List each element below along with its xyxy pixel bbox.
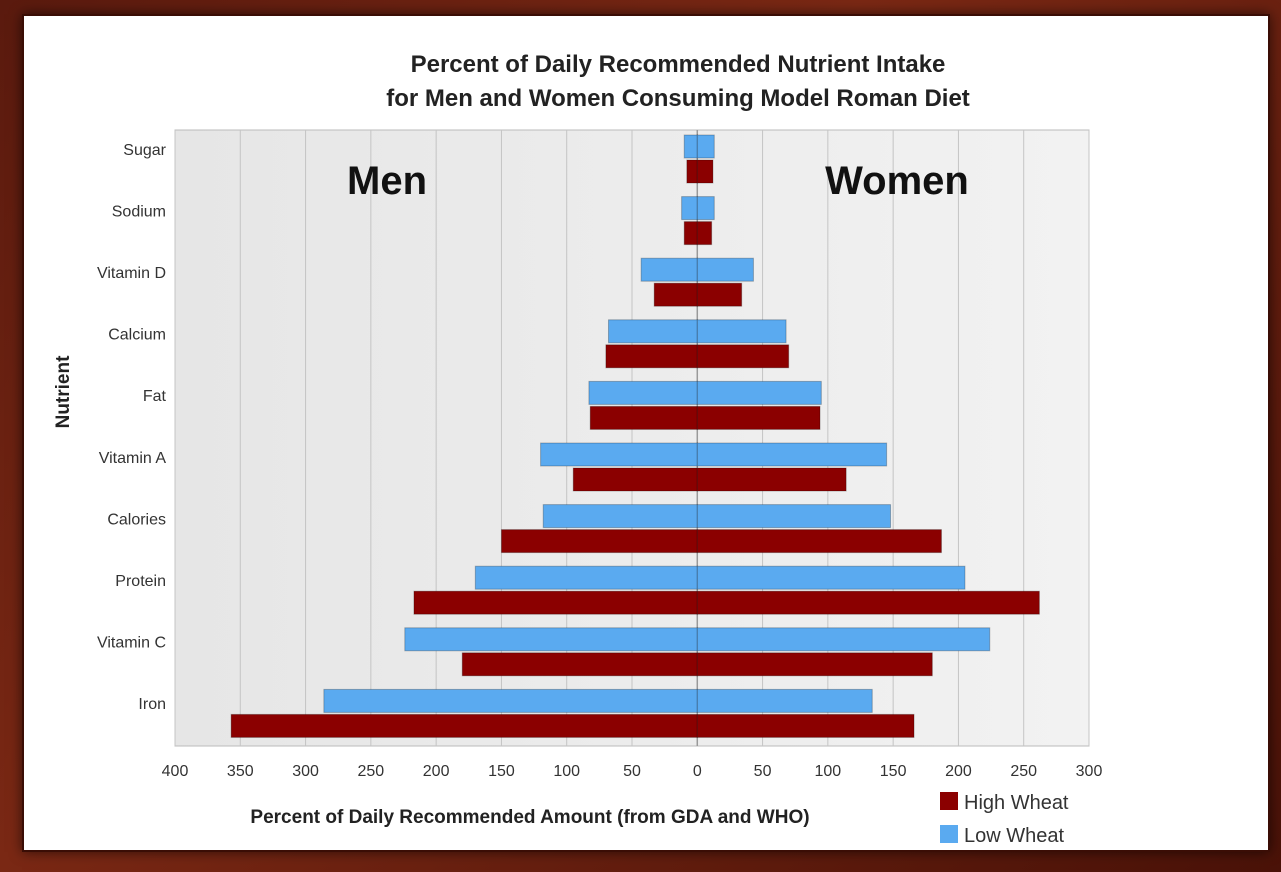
bar-women-high-wheat (697, 714, 914, 737)
bar-men-low-wheat (589, 381, 697, 404)
x-tick-label: 200 (945, 763, 972, 780)
bar-men-high-wheat (606, 345, 697, 368)
category-label: Calcium (108, 327, 166, 344)
bar-women-low-wheat (697, 135, 714, 158)
bar-women-high-wheat (697, 591, 1039, 614)
bar-men-high-wheat (414, 591, 697, 614)
x-tick-label: 150 (880, 763, 907, 780)
chart-title-line1: Percent of Daily Recommended Nutrient In… (411, 51, 946, 78)
category-label: Fat (143, 388, 167, 405)
bar-women-low-wheat (697, 443, 886, 466)
x-tick-label: 300 (292, 763, 319, 780)
bar-men-low-wheat (684, 135, 697, 158)
x-tick-label: 300 (1076, 763, 1103, 780)
bar-men-high-wheat (590, 406, 697, 429)
bar-women-low-wheat (697, 566, 965, 589)
category-label: Calories (107, 511, 166, 528)
x-tick-label: 0 (693, 763, 702, 780)
bar-men-high-wheat (462, 653, 697, 676)
x-tick-labels: 400 350 300 250 200 150 100 50 0 50 100 150 200 250 30… (162, 763, 1103, 780)
bar-women-low-wheat (697, 505, 890, 528)
bar-women-low-wheat (697, 197, 714, 220)
x-tick-label: 250 (1010, 763, 1037, 780)
bar-men-low-wheat (541, 443, 698, 466)
bar-men-high-wheat (231, 714, 697, 737)
women-label: Women (825, 159, 969, 203)
bar-men-high-wheat (654, 283, 697, 306)
chart-title-line2: for Men and Women Consuming Model Roman … (386, 85, 970, 112)
bar-men-low-wheat (641, 258, 697, 281)
bar-women-high-wheat (697, 406, 820, 429)
bar-men-low-wheat (324, 689, 697, 712)
x-tick-label: 100 (553, 763, 580, 780)
bar-men-low-wheat (405, 628, 697, 651)
x-axis-label: Percent of Daily Recommended Amount (fro… (250, 807, 809, 828)
x-tick-label: 200 (423, 763, 450, 780)
bar-chart: Percent of Daily Recommended Nutrient In… (22, 14, 1270, 852)
bar-men-low-wheat (682, 197, 698, 220)
bar-women-low-wheat (697, 381, 821, 404)
bar-women-high-wheat (697, 160, 713, 183)
category-label: Vitamin C (97, 635, 166, 652)
category-label: Sugar (123, 142, 166, 159)
bar-women-low-wheat (697, 320, 786, 343)
legend-swatch-high-wheat (940, 792, 958, 810)
bar-women-high-wheat (697, 283, 741, 306)
category-labels: Sugar Sodium Vitamin D Calcium Fat Vitamin A C… (97, 142, 167, 713)
bar-women-low-wheat (697, 689, 872, 712)
legend: High Wheat Low Wheat (940, 792, 1069, 847)
legend-label-high-wheat: High Wheat (964, 792, 1069, 814)
x-tick-label: 50 (623, 763, 641, 780)
bar-men-high-wheat (684, 222, 697, 245)
y-axis-label: Nutrient (53, 355, 74, 429)
bar-women-high-wheat (697, 345, 788, 368)
category-label: Sodium (112, 203, 166, 220)
bar-men-low-wheat (608, 320, 697, 343)
bar-men-high-wheat (573, 468, 697, 491)
x-tick-label: 50 (754, 763, 772, 780)
men-label: Men (347, 159, 427, 203)
bar-men-high-wheat (687, 160, 697, 183)
bar-men-high-wheat (501, 530, 697, 553)
category-label: Protein (115, 573, 166, 590)
x-tick-label: 250 (358, 763, 385, 780)
bar-women-high-wheat (697, 468, 846, 491)
category-label: Vitamin D (97, 265, 166, 282)
bar-men-low-wheat (543, 505, 697, 528)
bar-women-low-wheat (697, 628, 989, 651)
x-tick-label: 350 (227, 763, 254, 780)
bar-women-high-wheat (697, 530, 941, 553)
category-label: Vitamin A (99, 450, 167, 467)
bar-women-high-wheat (697, 222, 711, 245)
x-tick-label: 150 (488, 763, 515, 780)
x-tick-label: 100 (815, 763, 842, 780)
bar-women-high-wheat (697, 653, 932, 676)
chart-frame: Percent of Daily Recommended Nutrient In… (22, 14, 1270, 852)
bar-men-low-wheat (475, 566, 697, 589)
legend-swatch-low-wheat (940, 825, 958, 843)
legend-label-low-wheat: Low Wheat (964, 825, 1064, 847)
bar-women-low-wheat (697, 258, 753, 281)
category-label: Iron (138, 696, 166, 713)
x-tick-label: 400 (162, 763, 189, 780)
